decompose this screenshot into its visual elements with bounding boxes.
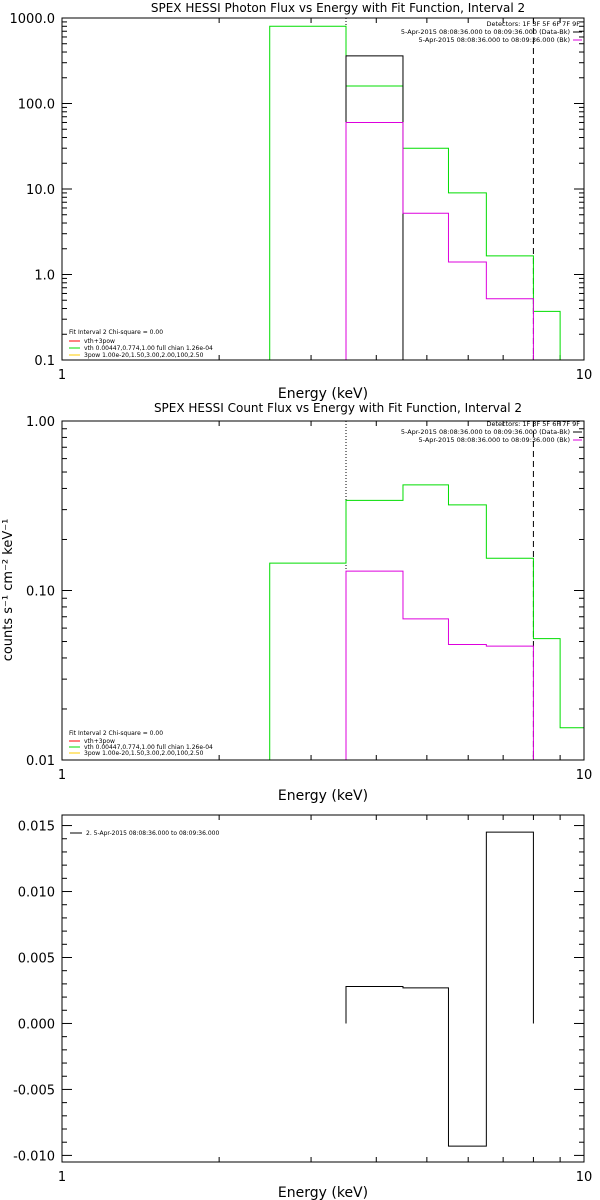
photon-flux-panel: SPEX HESSI Photon Flux vs Energy with Fi… <box>10 1 593 402</box>
x-tick-label: 1 <box>58 368 66 383</box>
legend-entry: vth 0.00447,0.774,1.00 full chian 1.26e-… <box>84 744 213 751</box>
y-tick-label: 0.01 <box>26 754 55 769</box>
photon-flux-marks <box>269 18 561 360</box>
data-bk-label: 5-Apr-2015 08:08:36.000 to 08:09:36.000 … <box>401 428 570 436</box>
detectors-label: Detectors: 1F 3F 5F 6F 7F 9F <box>486 420 580 428</box>
y-tick-label: 1.0 <box>34 269 55 284</box>
photon-flux-frame <box>61 17 585 361</box>
legend-entry: vth+3pow <box>84 738 115 745</box>
count-flux-xlabel: Energy (keV) <box>278 788 368 804</box>
count-flux-marks <box>269 421 585 760</box>
count-flux-panel: SPEX HESSI Count Flux vs Energy with Fit… <box>1 401 592 804</box>
data-bk-label: 5-Apr-2015 08:08:36.000 to 08:09:36.000 … <box>401 28 570 36</box>
bk-label: 5-Apr-2015 08:08:36.000 to 08:09:36.000 … <box>419 36 570 44</box>
y-tick-label: 10.0 <box>26 183 55 198</box>
histogram-series <box>269 484 585 760</box>
y-tick-label: 0.000 <box>18 1017 55 1032</box>
detectors-label: Detectors: 1F 3F 5F 6F 7F 9F <box>486 20 580 28</box>
y-tick-label: 0.1 <box>34 354 55 369</box>
photon-flux-title: SPEX HESSI Photon Flux vs Energy with Fi… <box>151 1 525 15</box>
histogram-series <box>345 55 404 360</box>
y-tick-label: 100.0 <box>18 98 55 113</box>
y-tick-label: 0.005 <box>18 951 55 966</box>
legend-entry: 3pow 1.00e-20,1.50,3.00,2.00,100,2.50 <box>84 750 204 757</box>
photon-flux-xlabel: Energy (keV) <box>278 386 368 402</box>
legend-header: Fit Interval 2 Chi-square = 0.00 <box>69 329 163 336</box>
count-flux-title: SPEX HESSI Count Flux vs Energy with Fit… <box>154 401 522 415</box>
histogram-series <box>345 831 534 1147</box>
photon-flux-top-labels: Detectors: 1F 3F 5F 6F 7F 9F 5-Apr-2015 … <box>401 20 582 44</box>
legend-entry: vth+3pow <box>84 338 115 345</box>
residual-marks <box>345 831 534 1147</box>
legend-entry: 2. 5-Apr-2015 08:08:36.000 to 08:09:36.0… <box>86 830 219 837</box>
y-tick-label: 0.010 <box>18 886 55 901</box>
legend-entry: vth 0.00447,0.774,1.00 full chian 1.26e-… <box>84 345 213 352</box>
histogram-series <box>345 570 534 760</box>
bk-label: 5-Apr-2015 08:08:36.000 to 08:09:36.000 … <box>419 436 570 444</box>
residual-legend: 2. 5-Apr-2015 08:08:36.000 to 08:09:36.0… <box>70 830 219 837</box>
residual-xlabel: Energy (keV) <box>278 1185 368 1200</box>
x-tick-label: 10 <box>576 1170 593 1185</box>
count-flux-ylabel: counts s⁻¹ cm⁻² keV⁻¹ <box>1 519 16 662</box>
count-flux-legend: Fit Interval 2 Chi-square = 0.00 vth+3po… <box>69 730 213 757</box>
y-tick-label: -0.005 <box>13 1083 55 1098</box>
residual-frame <box>61 814 585 1163</box>
x-tick-label: 10 <box>576 768 593 783</box>
legend-header: Fit Interval 2 Chi-square = 0.00 <box>69 730 163 737</box>
y-tick-label: 0.10 <box>26 585 55 600</box>
y-tick-label: 1.00 <box>26 415 55 430</box>
count-flux-top-labels: Detectors: 1F 3F 5F 6F 7F 9F 5-Apr-2015 … <box>401 420 582 444</box>
histogram-series <box>345 121 534 360</box>
photon-flux-legend: Fit Interval 2 Chi-square = 0.00 vth+3po… <box>69 329 213 359</box>
x-tick-label: 1 <box>58 1170 66 1185</box>
x-tick-label: 1 <box>58 768 66 783</box>
y-tick-label: 0.015 <box>18 820 55 835</box>
legend-entry: 3pow 1.00e-20,1.50,3.00,2.00,100,2.50 <box>84 352 204 359</box>
y-tick-label: -0.010 <box>13 1149 55 1164</box>
histogram-series <box>269 25 561 360</box>
y-tick-label: 1000.0 <box>10 12 56 27</box>
residual-ticks: 1 10 -0.010 -0.005 0.000 0.005 0.010 0.015 <box>13 815 592 1185</box>
residual-panel: 1 10 -0.010 -0.005 0.000 0.005 0.010 0.015 2. 5… <box>13 814 592 1200</box>
photon-flux-ticks: 1 10 0.1 1.0 10.0 100.0 1000.0 <box>10 12 593 383</box>
count-flux-ticks: 1 10 0.01 0.10 1.00 <box>26 415 592 783</box>
count-flux-frame <box>61 420 585 761</box>
x-tick-label: 10 <box>576 368 593 383</box>
